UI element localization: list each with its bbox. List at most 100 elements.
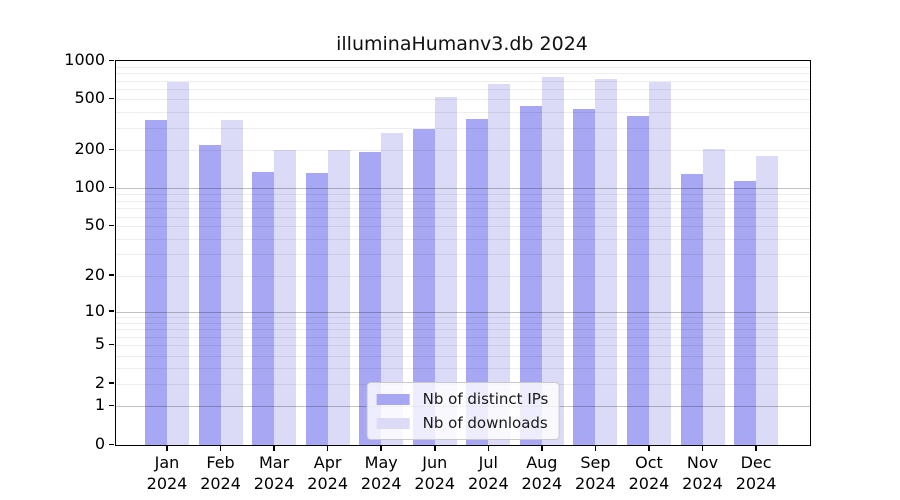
gridline-minor xyxy=(116,208,810,210)
x-axis-tick-label: Jul 2024 xyxy=(467,453,509,493)
gridline-minor xyxy=(116,150,810,152)
y-axis-tick xyxy=(109,97,114,100)
y-axis-tick-label: 50 xyxy=(84,215,105,235)
bar-distinct-ips xyxy=(626,115,649,445)
gridline-minor xyxy=(116,216,810,218)
y-axis-tick xyxy=(109,59,114,61)
bar-distinct-ips xyxy=(573,108,596,445)
y-axis-tick-label: 1 xyxy=(94,395,105,415)
y-axis-tick-label: 200 xyxy=(74,139,105,159)
y-axis-tick xyxy=(109,186,114,189)
gridline-minor xyxy=(116,345,810,347)
y-axis-tick-label: 5 xyxy=(94,334,105,354)
bar-distinct-ips xyxy=(359,151,382,445)
x-axis-tick xyxy=(541,445,543,451)
legend-item-downloads: Nb of downloads xyxy=(376,414,549,432)
legend-swatch-distinct-ips xyxy=(376,393,410,405)
bar-downloads xyxy=(595,79,618,445)
bar-distinct-ips xyxy=(680,174,703,445)
x-axis-tick-label: Sep 2024 xyxy=(575,453,616,493)
gridline-minor xyxy=(116,194,810,196)
bar-distinct-ips xyxy=(145,120,167,445)
gridline-minor xyxy=(116,127,810,129)
x-axis-tick xyxy=(380,445,382,451)
legend-label-downloads: Nb of downloads xyxy=(422,414,548,432)
legend-label-distinct-ips: Nb of distinct IPs xyxy=(422,390,549,408)
x-axis-tick-label: Oct 2024 xyxy=(628,453,670,493)
bar-distinct-ips xyxy=(198,144,221,445)
gridline-minor xyxy=(116,73,810,75)
x-axis-tick-label: Feb 2024 xyxy=(200,453,241,493)
plot-draw-region xyxy=(116,61,810,445)
gridline-minor xyxy=(116,367,810,369)
y-axis-tick xyxy=(109,310,114,312)
y-axis-tick xyxy=(109,343,114,346)
bar-distinct-ips xyxy=(305,173,328,445)
gridline-minor xyxy=(116,111,810,113)
y-axis-tick-label: 100 xyxy=(74,177,105,197)
bar-downloads xyxy=(220,120,243,445)
gridline-minor xyxy=(116,99,810,101)
x-axis-tick xyxy=(434,445,436,451)
y-axis-tick-label: 0 xyxy=(94,434,105,453)
plot-area: Nb of distinct IPs Nb of downloads xyxy=(115,60,811,446)
x-axis-tick xyxy=(219,445,222,451)
bar-downloads xyxy=(541,77,564,445)
gridline-minor xyxy=(116,254,810,256)
bar-downloads xyxy=(274,149,297,445)
x-axis-tick-label: Apr 2024 xyxy=(307,453,348,493)
y-axis-tick xyxy=(109,224,114,227)
x-axis-tick xyxy=(273,445,275,451)
x-axis-tick-label: Mar 2024 xyxy=(253,453,295,493)
bar-downloads xyxy=(167,82,189,445)
gridline-minor xyxy=(116,317,810,319)
y-axis-tick xyxy=(109,274,114,276)
bar-downloads xyxy=(648,82,671,445)
gridline-minor xyxy=(116,336,810,338)
legend-swatch-downloads xyxy=(376,417,410,429)
x-axis-tick xyxy=(594,445,597,451)
bar-distinct-ips xyxy=(519,105,542,445)
bar-distinct-ips xyxy=(734,180,757,445)
x-axis-tick-label: Aug 2024 xyxy=(521,453,563,493)
bar-downloads xyxy=(381,133,404,445)
x-axis-tick-label: Jan 2024 xyxy=(146,453,188,493)
bar-downloads xyxy=(702,149,725,445)
x-axis-tick-label: Dec 2024 xyxy=(735,453,777,493)
gridline-minor xyxy=(116,80,810,82)
y-axis-tick xyxy=(109,404,114,407)
gridline-minor xyxy=(116,322,810,324)
gridline-minor xyxy=(116,226,810,228)
y-axis-tick-label: 1000 xyxy=(64,50,105,69)
bar-downloads xyxy=(756,156,779,445)
x-axis-tick-label: Jun 2024 xyxy=(414,453,456,493)
y-axis-tick xyxy=(109,382,114,384)
y-axis-tick-label: 500 xyxy=(74,88,105,108)
gridline-minor xyxy=(116,200,810,202)
chart-title: illuminaHumanv3.db 2024 xyxy=(336,33,588,55)
gridline-major xyxy=(116,311,810,313)
y-axis-tick-label: 20 xyxy=(84,264,105,284)
x-axis-tick xyxy=(755,445,757,451)
x-axis-tick xyxy=(648,445,650,451)
legend-item-distinct-ips: Nb of distinct IPs xyxy=(376,390,549,408)
gridline-major xyxy=(116,188,810,190)
y-axis-tick-label: 2 xyxy=(94,372,105,392)
gridline-minor xyxy=(116,329,810,331)
bar-downloads xyxy=(327,149,350,445)
bar-distinct-ips xyxy=(252,171,275,445)
x-axis-tick xyxy=(326,445,329,451)
bar-downloads xyxy=(488,84,511,445)
gridline-minor xyxy=(116,355,810,357)
bar-downloads xyxy=(434,97,457,445)
legend: Nb of distinct IPs Nb of downloads xyxy=(366,382,560,440)
bar-distinct-ips xyxy=(412,129,435,445)
y-axis-tick xyxy=(109,148,114,151)
gridline-minor xyxy=(116,238,810,240)
x-axis-tick xyxy=(701,445,704,451)
x-axis-tick xyxy=(166,445,168,451)
gridline-minor xyxy=(116,66,810,68)
x-axis-tick xyxy=(487,445,490,451)
bar-distinct-ips xyxy=(466,118,489,445)
